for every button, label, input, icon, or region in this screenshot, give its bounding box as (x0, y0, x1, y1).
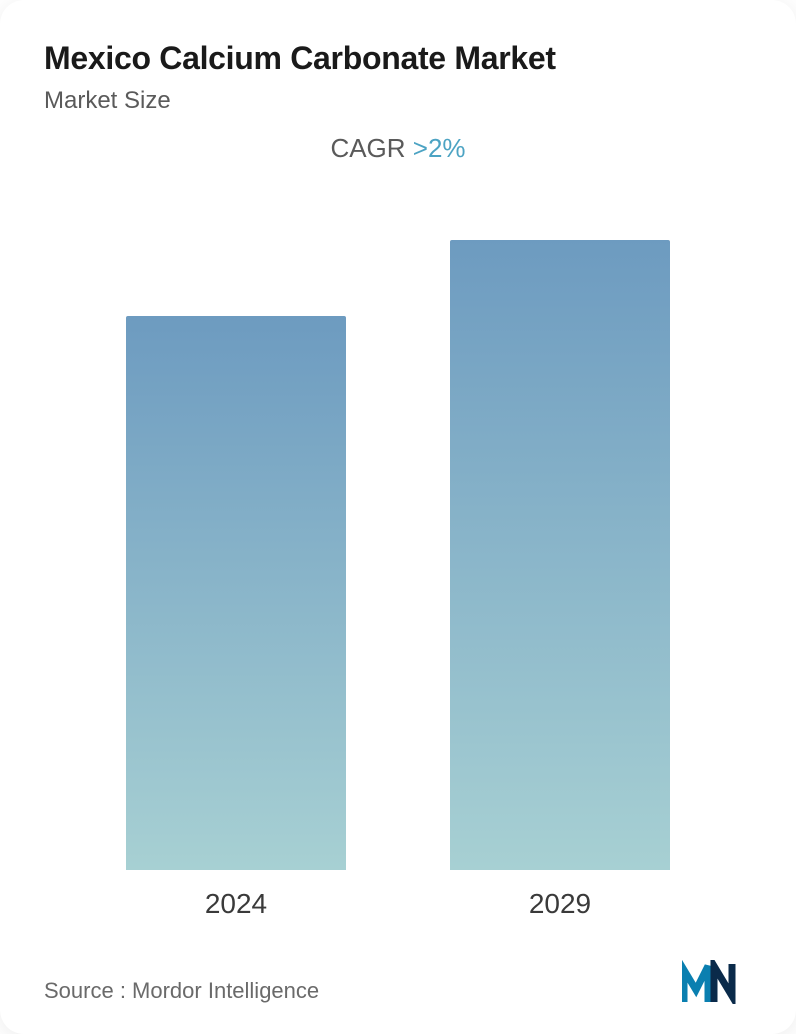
bar-group-2029: 2029 (450, 204, 670, 920)
page-subtitle: Market Size (44, 87, 752, 115)
cagr-label: CAGR (330, 133, 412, 163)
brand-logo-icon (682, 960, 752, 1004)
cagr-line: CAGR >2% (44, 133, 752, 164)
market-card: Mexico Calcium Carbonate Market Market S… (0, 0, 796, 1034)
bar-2029 (450, 240, 670, 870)
source-label: Source : Mordor Intelligence (44, 978, 319, 1004)
xlabel-2024: 2024 (205, 888, 267, 920)
xlabel-2029: 2029 (529, 888, 591, 920)
cagr-value: >2% (413, 133, 466, 163)
bar-2024 (126, 316, 346, 870)
footer: Source : Mordor Intelligence (44, 950, 752, 1004)
page-title: Mexico Calcium Carbonate Market (44, 40, 752, 77)
bar-group-2024: 2024 (126, 204, 346, 920)
bar-chart: 2024 2029 (44, 174, 752, 920)
